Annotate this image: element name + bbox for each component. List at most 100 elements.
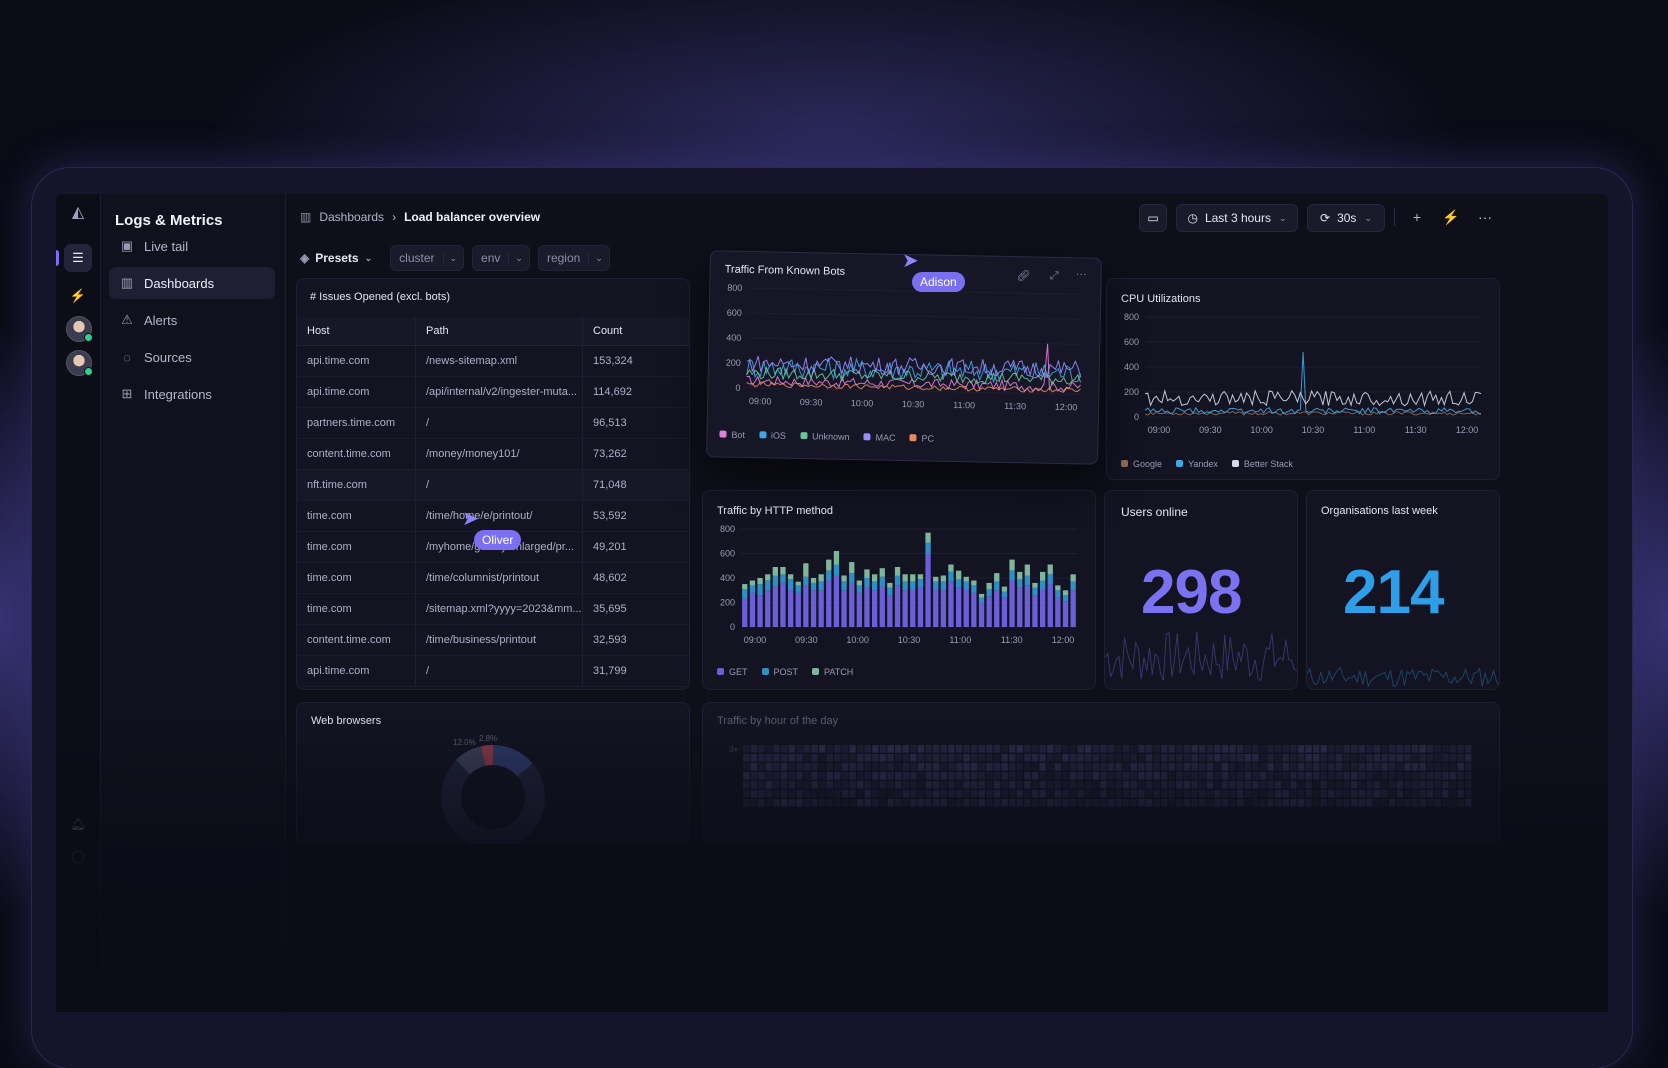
gridline <box>748 287 1083 295</box>
bar-segment <box>849 582 855 627</box>
legend-item[interactable]: iOS <box>758 430 786 441</box>
legend-item[interactable]: Bot <box>719 429 745 440</box>
filter-cluster[interactable]: cluster ⌄ <box>390 245 465 271</box>
time-range-select[interactable]: ◷ Last 3 hours ⌄ <box>1176 204 1298 232</box>
heatmap-cell <box>917 781 925 789</box>
heatmap-cell <box>940 799 947 807</box>
filter-label: region <box>546 251 581 265</box>
sidebar-item-sources[interactable]: ◌ Sources <box>109 341 275 373</box>
avatar[interactable] <box>66 316 93 342</box>
refresh-interval-select[interactable]: ⟳ 30s ⌄ <box>1307 204 1385 232</box>
heatmap-cell <box>933 745 940 753</box>
bots-line-chart: 0 200 400 600 800 09:00 09:30 10:00 10:30 11:00 11… <box>726 283 1083 412</box>
table-row[interactable]: api.time.com/news-sitemap.xml 153,324 <box>297 345 689 377</box>
orgs-panel[interactable]: Organisations last week 214 <box>1306 490 1500 690</box>
more-options-icon[interactable]: ··· <box>1478 209 1492 225</box>
bar-segment <box>856 592 862 627</box>
legend-item[interactable]: GET <box>717 667 748 677</box>
table-row[interactable]: api.time.com/31,799 <box>297 655 689 687</box>
bar-segment <box>1009 580 1015 627</box>
avatar[interactable] <box>66 350 93 376</box>
table-row[interactable]: time.com/time/home/e/printout/53,592 <box>297 500 689 532</box>
heatmap-cell <box>993 763 1001 771</box>
bar-segment <box>810 590 817 628</box>
sidebar-item-alerts[interactable]: ⚠ Alerts <box>109 304 275 336</box>
sidebar-item-integrations[interactable]: ⊞ Integrations <box>109 378 275 410</box>
heatmap-cell <box>1214 754 1221 762</box>
add-chart-button[interactable]: + <box>1412 209 1422 225</box>
legend-item[interactable]: Unknown <box>799 431 850 442</box>
bell-icon[interactable]: 🔔︎ <box>70 817 86 831</box>
http-panel[interactable]: Traffic by HTTP method 0 200 400 600 800 09:0… <box>702 490 1096 690</box>
column-header[interactable]: Host <box>297 317 416 346</box>
heatmap-cell <box>1434 754 1441 762</box>
table-row[interactable]: time.com/time/columnist/printout 48,602 <box>297 562 689 594</box>
heatmap-cell <box>1100 745 1107 753</box>
legend-item[interactable]: MAC <box>863 432 896 443</box>
bar-segment <box>826 559 832 571</box>
column-header[interactable]: Count <box>582 317 689 346</box>
logs-app-icon[interactable]: ☰ <box>64 244 92 272</box>
heatmap-cell <box>1389 772 1396 780</box>
bots-panel[interactable]: Traffic From Known Bots 🔗︎ ⤢ ··· 0 200 400… <box>706 250 1102 465</box>
bolt-icon[interactable]: ⚡ <box>1442 208 1460 225</box>
legend-item[interactable]: PATCH <box>812 667 853 677</box>
heatmap-cell <box>1107 781 1115 789</box>
legend-item[interactable]: Yandex <box>1176 459 1218 469</box>
heatmap-cell <box>758 754 765 762</box>
legend-item[interactable]: Google <box>1121 459 1162 469</box>
heatmap-cell <box>1343 754 1350 762</box>
x-tick-label: 09:00 <box>1148 425 1171 435</box>
table-row[interactable]: content.time.com/money/money101/73,262 <box>297 438 689 470</box>
heatmap-cell <box>788 790 795 798</box>
heatmap-cell <box>1381 772 1388 780</box>
legend-item[interactable]: PC <box>909 433 934 444</box>
bar-segment <box>1001 586 1008 592</box>
filter-region[interactable]: region ⌄ <box>537 245 610 271</box>
heatmap-cell <box>1320 781 1327 789</box>
legend-swatch <box>1176 460 1184 467</box>
more-options-icon[interactable]: ··· <box>1075 268 1087 281</box>
bar-segment <box>1017 579 1023 588</box>
table-row[interactable]: nft.time.com/71,048 <box>297 469 689 501</box>
heatmap-cell <box>971 790 978 798</box>
heatmap-cell <box>1373 781 1381 789</box>
column-header[interactable]: Path <box>415 317 583 346</box>
legend-item[interactable]: POST <box>761 667 798 677</box>
table-row[interactable]: partners.time.com/96,513 <box>297 407 689 439</box>
heatmap-cell <box>819 754 826 762</box>
table-row[interactable]: content.time.com/time/business/printout 3… <box>297 624 689 656</box>
heatmap-cell <box>1427 799 1434 807</box>
users-online-panel[interactable]: Users online 298 <box>1104 490 1298 690</box>
browsers-panel[interactable]: Web browsers 12.0% 2.8% <box>296 702 690 844</box>
filter-env[interactable]: env ⌄ <box>472 245 530 271</box>
heatmap-cell <box>758 745 765 753</box>
icon-rail: ◭ ☰ ⚡ 🔔︎ ◯ <box>56 194 101 1012</box>
heatmap-cell <box>955 745 963 753</box>
present-mode-button[interactable]: ▭ <box>1139 204 1167 232</box>
sidebar-item-dashboards[interactable]: ▥ Dashboards <box>109 267 275 299</box>
heatmap-cell <box>1100 799 1107 807</box>
table-row[interactable]: time.com/sitemap.xml?yyyy=2023&mm... 35,6… <box>297 593 689 625</box>
heatmap-cell <box>1358 772 1365 780</box>
chat-icon[interactable]: ◯ <box>71 849 85 863</box>
bar-segment <box>788 589 794 627</box>
legend-item[interactable]: Better Stack <box>1231 459 1293 469</box>
hour-heatmap-panel[interactable]: Traffic by hour of the day 3+ <box>702 702 1500 844</box>
expand-icon[interactable]: ⤢ <box>1049 269 1059 282</box>
heatmap-cell <box>1389 799 1396 807</box>
heatmap-cell <box>986 763 993 771</box>
cpu-panel[interactable]: CPU Utilizations 0 200 400 600 800 09:00 09:30… <box>1106 278 1500 480</box>
heatmap-cell <box>1115 763 1122 771</box>
presets-dropdown[interactable]: ◈ Presets ⌄ <box>300 251 382 265</box>
heatmap-cell <box>1039 763 1046 771</box>
bolt-app-icon[interactable]: ⚡ <box>69 288 87 303</box>
legend-swatch <box>719 430 727 438</box>
link-icon[interactable]: 🔗︎ <box>1016 270 1031 283</box>
bar-segment <box>933 581 939 590</box>
heatmap-cell <box>1305 799 1312 807</box>
breadcrumb-root[interactable]: Dashboards <box>319 210 385 224</box>
heatmap-cell <box>910 772 917 780</box>
table-row[interactable]: api.time.com/api/internal/v2/ingester-mu… <box>297 376 689 408</box>
sidebar-item-live-tail[interactable]: ▣ Live tail <box>109 230 275 262</box>
